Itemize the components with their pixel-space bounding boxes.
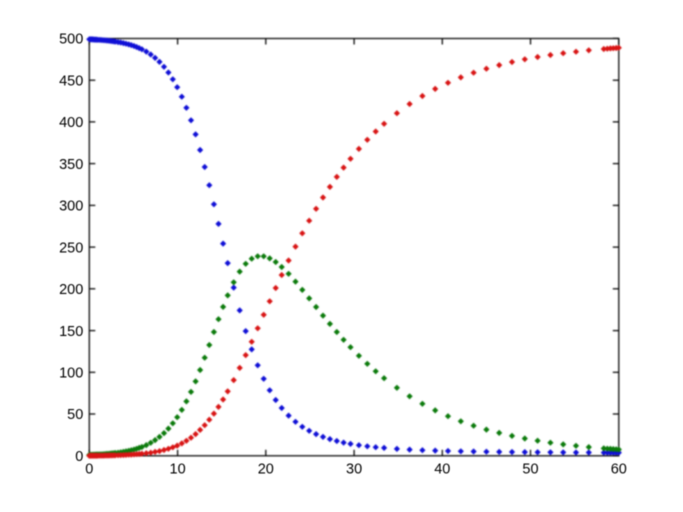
svg-text:300: 300 <box>59 199 83 215</box>
svg-text:60: 60 <box>611 462 627 478</box>
svg-text:10: 10 <box>170 462 186 478</box>
svg-text:350: 350 <box>59 157 83 173</box>
svg-text:400: 400 <box>59 115 83 131</box>
svg-text:40: 40 <box>434 462 450 478</box>
svg-text:30: 30 <box>346 462 362 478</box>
svg-text:50: 50 <box>67 407 83 423</box>
svg-text:0: 0 <box>75 449 83 465</box>
svg-text:50: 50 <box>522 462 538 478</box>
svg-text:20: 20 <box>258 462 274 478</box>
svg-text:200: 200 <box>59 282 83 298</box>
svg-text:250: 250 <box>59 240 83 256</box>
svg-text:450: 450 <box>59 73 83 89</box>
svg-text:150: 150 <box>59 324 83 340</box>
svg-text:100: 100 <box>59 366 83 382</box>
svg-text:500: 500 <box>59 32 83 48</box>
svg-text:0: 0 <box>85 462 93 478</box>
